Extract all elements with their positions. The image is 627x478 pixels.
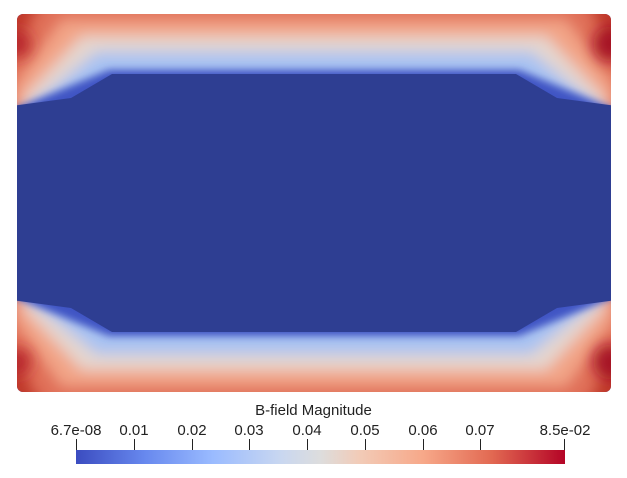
field-heatmap bbox=[17, 14, 611, 392]
colorbar-tick-label: 0.05 bbox=[350, 422, 380, 439]
colorbar-min-label: 6.7e-08 bbox=[50, 422, 102, 439]
colorbar-tick bbox=[192, 439, 193, 450]
colorbar-tick bbox=[307, 439, 308, 450]
colorbar-title: B-field Magnitude bbox=[255, 402, 372, 419]
colorbar-tick-label: 0.01 bbox=[119, 422, 149, 439]
colorbar-tick bbox=[423, 439, 424, 450]
colorbar-tick bbox=[480, 439, 481, 450]
field-visualization[interactable] bbox=[17, 14, 611, 392]
colorbar-gradient bbox=[76, 450, 565, 464]
colorbar-tick-label: 0.03 bbox=[234, 422, 264, 439]
colorbar-tick bbox=[564, 439, 565, 450]
colorbar-tick bbox=[365, 439, 366, 450]
field-low-region bbox=[17, 74, 611, 332]
colorbar-legend: B-field Magnitude 6.7e-08 0.01 0.02 0.03… bbox=[0, 398, 627, 478]
colorbar-tick-label: 0.04 bbox=[292, 422, 322, 439]
colorbar-tick bbox=[76, 439, 77, 450]
colorbar-tick-label: 0.06 bbox=[408, 422, 438, 439]
colorbar-tick bbox=[249, 439, 250, 450]
colorbar-tick-label: 0.02 bbox=[177, 422, 207, 439]
colorbar-tick-label: 0.07 bbox=[465, 422, 495, 439]
colorbar-tick bbox=[134, 439, 135, 450]
colorbar-max-label: 8.5e-02 bbox=[539, 422, 591, 439]
